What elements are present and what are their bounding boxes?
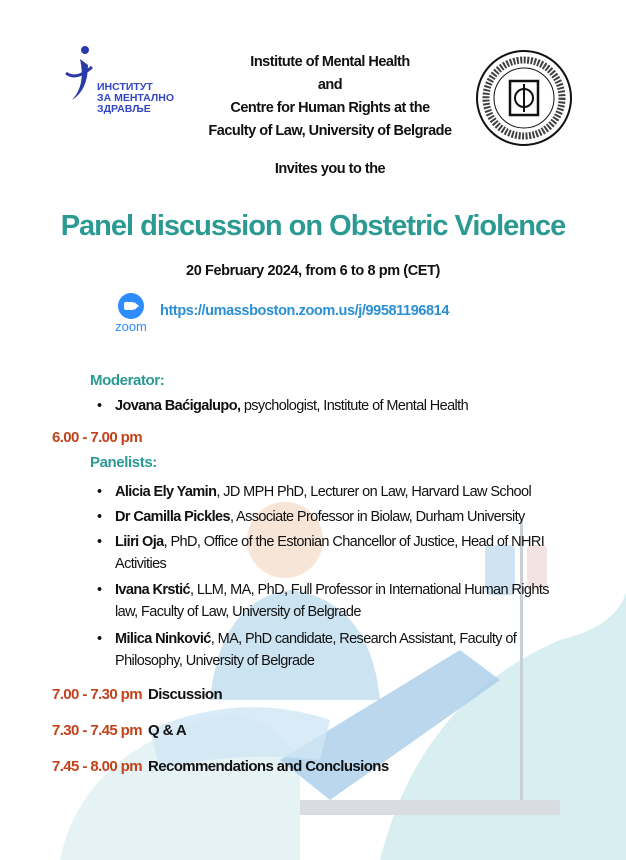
agenda-label: Recommendations and Conclusions bbox=[148, 758, 389, 775]
zoom-icon: zoom bbox=[108, 293, 154, 334]
person-desc: , PhD, Office of the Estonian Chancellor… bbox=[115, 534, 545, 572]
panelists-heading: Panelists: bbox=[90, 454, 157, 471]
logo-text-line: ИНСТИТУТ bbox=[97, 81, 153, 93]
agenda-label: Q & A bbox=[148, 722, 187, 739]
agenda-time: 7.00 - 7.30 pm bbox=[52, 686, 143, 703]
person-name: Jovana Baćigalupo, bbox=[115, 398, 241, 414]
person-desc: , Associate Professor in Biolaw, Durham … bbox=[229, 509, 525, 525]
institute-mental-health-logo bbox=[58, 45, 148, 105]
organizer-line: Institute of Mental Health bbox=[250, 54, 410, 70]
human-rights-center-seal bbox=[474, 48, 574, 148]
agenda-time: 7.45 - 8.00 pm bbox=[52, 758, 143, 775]
moderator-heading: Moderator: bbox=[90, 372, 165, 389]
logo-text-line: ЗДРАВЉЕ bbox=[97, 103, 151, 115]
panelist-item: Dr Camilla Pickles, Associate Professor … bbox=[97, 506, 557, 528]
person-desc: , LLM, MA, PhD, Full Professor in Intern… bbox=[115, 582, 550, 620]
organizer-line: Centre for Human Rights at the bbox=[230, 100, 430, 116]
zoom-meeting-link[interactable]: https://umassboston.zoom.us/j/9958119681… bbox=[160, 303, 450, 319]
person-desc: psychologist, Institute of Mental Health bbox=[240, 398, 469, 414]
person-name: Milica Ninković bbox=[115, 631, 211, 647]
event-title: Panel discussion on Obstetric Violence bbox=[60, 210, 567, 242]
zoom-wordmark: zoom bbox=[115, 319, 147, 334]
person-name: Dr Camilla Pickles bbox=[115, 509, 231, 525]
person-desc: , MA, PhD candidate, Research Assistant,… bbox=[115, 631, 517, 669]
person-desc: , JD MPH PhD, Lecturer on Law, Harvard L… bbox=[216, 484, 532, 500]
agenda-item: 7.00 - 7.30 pm Discussion bbox=[52, 686, 223, 703]
panelist-item: Liiri Oja, PhD, Office of the Estonian C… bbox=[97, 531, 557, 575]
panelist-item: Ivana Krstić, LLM, MA, PhD, Full Profess… bbox=[97, 579, 557, 623]
agenda-item: 7.30 - 7.45 pm Q & A bbox=[52, 722, 187, 739]
person-name: Ivana Krstić bbox=[115, 582, 191, 598]
agenda-label: Discussion bbox=[148, 686, 223, 703]
panelist-item: Milica Ninković, MA, PhD candidate, Rese… bbox=[97, 628, 557, 672]
organizer-line: and bbox=[317, 77, 343, 93]
organizer-line: Faculty of Law, University of Belgrade bbox=[208, 123, 452, 139]
agenda-time: 7.30 - 7.45 pm bbox=[52, 722, 143, 739]
moderator-item: Jovana Baćigalupo, psychologist, Institu… bbox=[97, 395, 557, 417]
session-time: 6.00 - 7.00 pm bbox=[52, 429, 143, 446]
panelist-item: Alicia Ely Yamin, JD MPH PhD, Lecturer o… bbox=[97, 481, 557, 503]
event-date: 20 February 2024, from 6 to 8 pm (CET) bbox=[186, 263, 440, 279]
invites-text: Invites you to the bbox=[274, 161, 386, 177]
person-name: Alicia Ely Yamin bbox=[115, 484, 217, 500]
person-name: Liiri Oja bbox=[115, 534, 164, 550]
agenda-item: 7.45 - 8.00 pm Recommendations and Conclu… bbox=[52, 758, 389, 775]
logo-text-line: ЗА МЕНТАЛНО bbox=[97, 92, 174, 104]
